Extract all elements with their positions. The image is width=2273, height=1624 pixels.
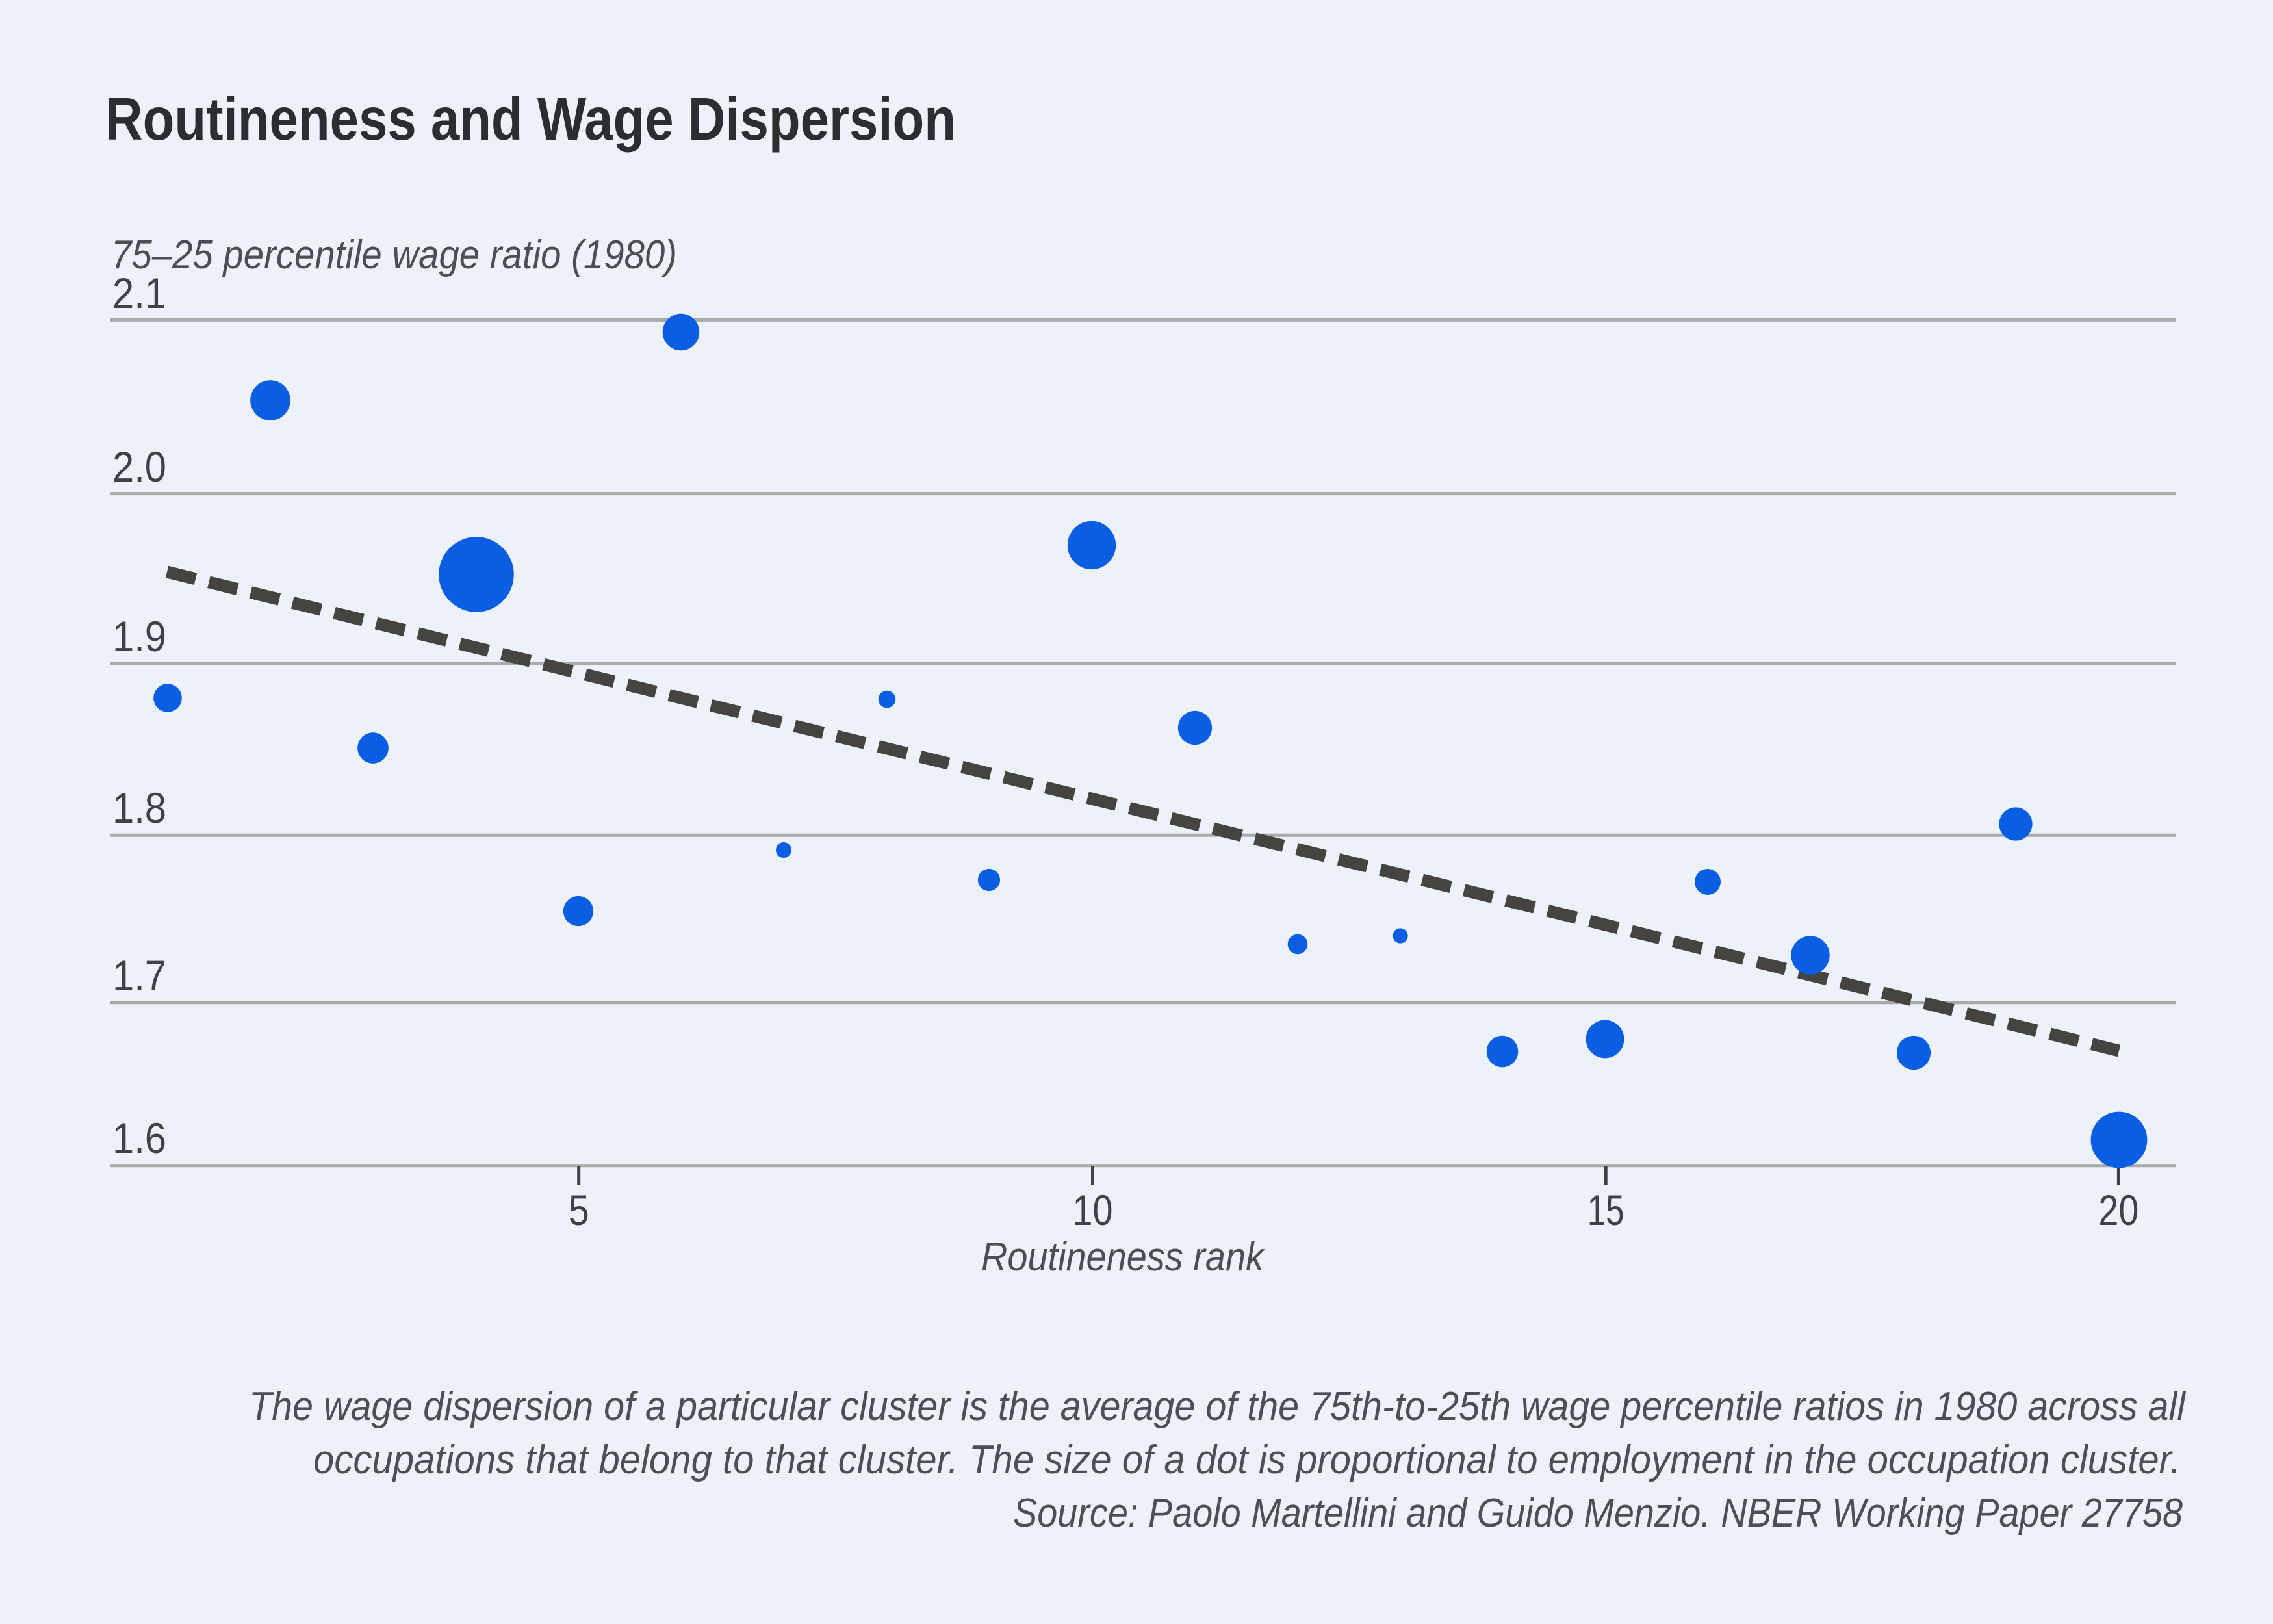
svg-text:20: 20 (2098, 1186, 2138, 1234)
svg-text:1.9: 1.9 (112, 612, 166, 660)
svg-text:occupations that belong to tha: occupations that belong to that cluster.… (313, 1437, 2181, 1482)
svg-text:1.8: 1.8 (112, 784, 166, 832)
svg-text:1.7: 1.7 (112, 951, 166, 999)
svg-text:2.0: 2.0 (112, 443, 166, 491)
svg-text:Routineness and Wage Dispersio: Routineness and Wage Dispersion (105, 85, 956, 153)
svg-text:1.6: 1.6 (112, 1114, 166, 1162)
svg-text:Source: Paolo Martellini and G: Source: Paolo Martellini and Guido Menzi… (1013, 1491, 2183, 1536)
svg-text:5: 5 (569, 1186, 589, 1234)
svg-text:10: 10 (1073, 1186, 1113, 1234)
svg-text:15: 15 (1587, 1186, 1624, 1234)
svg-text:The wage dispersion of a parti: The wage dispersion of a particular clus… (249, 1384, 2187, 1429)
svg-text:75–25 percentile wage ratio (1: 75–25 percentile wage ratio (1980) (111, 233, 677, 277)
svg-text:2.1: 2.1 (112, 269, 166, 317)
svg-text:Routineness rank: Routineness rank (981, 1235, 1266, 1280)
